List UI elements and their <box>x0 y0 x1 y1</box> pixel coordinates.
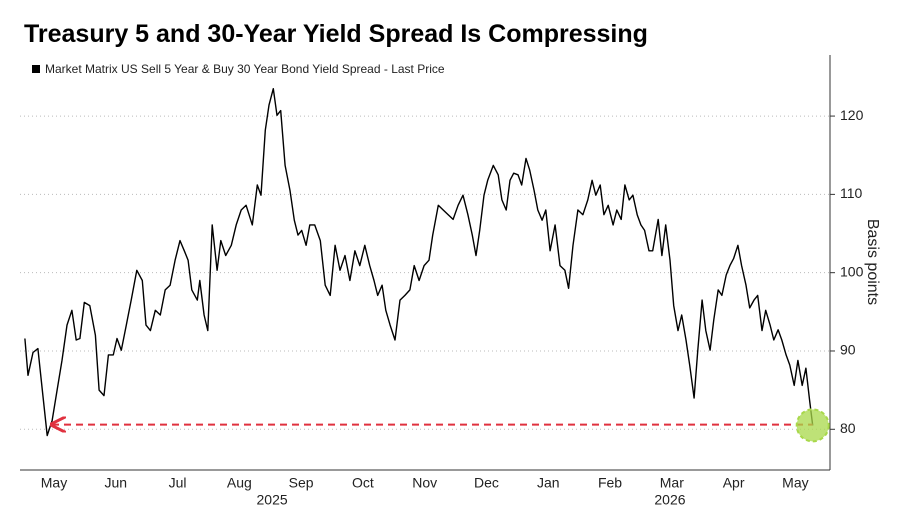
legend-box <box>26 58 496 80</box>
legend: Market Matrix US Sell 5 Year & Buy 30 Ye… <box>26 58 496 80</box>
x-tick-label: Feb <box>598 475 622 491</box>
y-axis-label: Basis points <box>864 219 881 305</box>
x-tick-label: Jun <box>104 475 127 491</box>
highlight-marker <box>795 408 830 443</box>
y-tick-label: 100 <box>840 263 864 279</box>
x-year-label: 2026 <box>654 492 685 508</box>
y-tick-label: 120 <box>840 107 864 123</box>
x-year-label: 2025 <box>257 492 288 508</box>
legend-swatch <box>32 65 40 73</box>
x-tick-label: Sep <box>289 475 314 491</box>
x-tick-label: Oct <box>352 475 374 491</box>
x-tick-label: Mar <box>660 475 684 491</box>
x-tick-label: May <box>782 475 808 491</box>
x-tick-label: May <box>41 475 67 491</box>
x-tick-label: Dec <box>474 475 499 491</box>
chart-title: Treasury 5 and 30-Year Yield Spread Is C… <box>24 20 648 48</box>
series-line <box>24 88 814 437</box>
legend-label: Market Matrix US Sell 5 Year & Buy 30 Ye… <box>45 62 445 76</box>
x-tick-label: Jul <box>169 475 187 491</box>
y-tick-label: 110 <box>840 185 863 201</box>
x-tick-label: Aug <box>227 475 252 491</box>
y-tick-label: 80 <box>840 420 856 436</box>
x-tick-label: Apr <box>723 475 745 491</box>
y-tick-label: 90 <box>840 342 856 358</box>
x-tick-label: Jan <box>537 475 560 491</box>
x-tick-label: Nov <box>412 475 437 491</box>
